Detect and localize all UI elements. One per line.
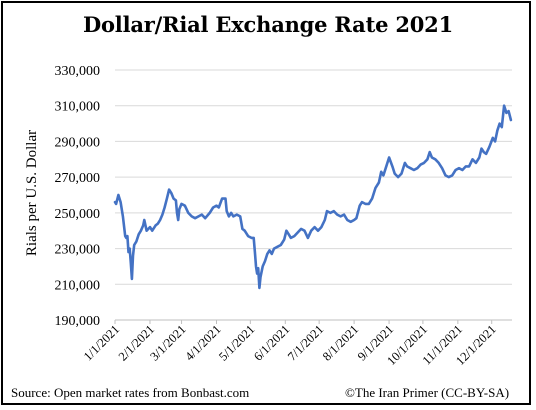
y-tick-label: 270,000: [55, 171, 101, 186]
x-tick-label: 3/1/2021: [147, 322, 188, 363]
x-tick-label: 4/1/2021: [182, 322, 223, 363]
y-tick-label: 310,000: [55, 100, 101, 115]
y-tick-label: 230,000: [55, 243, 101, 258]
gridlines: [115, 69, 512, 285]
chart-frame: [1, 1, 531, 405]
x-axis-ticks: 1/1/20212/1/20213/1/20214/1/20215/1/2021…: [81, 320, 499, 368]
y-tick-label: 210,000: [55, 278, 101, 293]
y-tick-label: 190,000: [55, 314, 101, 329]
series-group: [113, 104, 513, 290]
x-tick-label: 6/1/2021: [251, 322, 292, 363]
x-tick-label: 5/1/2021: [216, 322, 257, 363]
y-tick-label: 290,000: [55, 135, 101, 150]
x-tick-label: 8/1/2021: [320, 322, 361, 363]
series-line: [113, 104, 513, 290]
chart-title: Dollar/Rial Exchange Rate 2021: [82, 12, 453, 37]
y-axis-label: Rials per U.S. Dollar: [24, 130, 40, 256]
source-text: Source: Open market rates from Bonbast.c…: [11, 385, 250, 400]
y-axis-ticks: 190,000 210,000 230,000 250,000 270,000 290,0…: [55, 64, 101, 329]
credit-text: ©The Iran Primer (CC-BY-SA): [345, 385, 510, 400]
y-tick-label: 250,000: [55, 207, 101, 222]
y-tick-label: 330,000: [55, 64, 101, 79]
x-tick-label: 7/1/2021: [285, 322, 326, 363]
